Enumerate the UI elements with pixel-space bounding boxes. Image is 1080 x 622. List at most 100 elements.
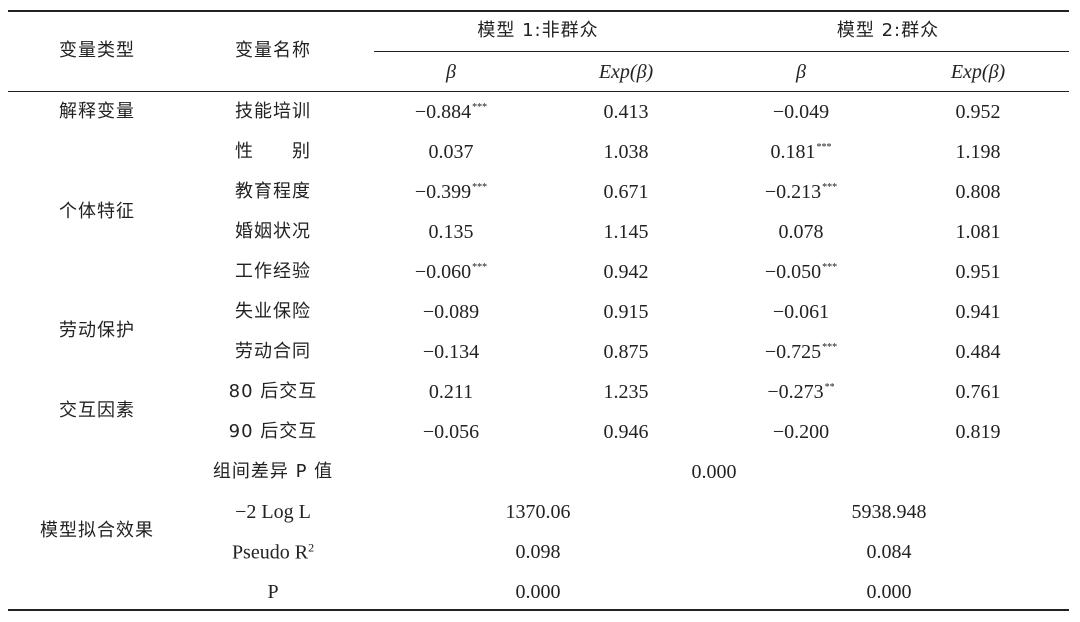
significance-marker: *** — [472, 182, 488, 193]
header-exp-beta-2: Exp(β) — [950, 61, 1006, 83]
row-beta-model-1: −0.134 — [423, 342, 479, 362]
significance-marker: *** — [472, 102, 488, 113]
row-beta-model-1: 0.211 — [429, 382, 473, 402]
row-beta-model-2: −0.200 — [773, 422, 829, 442]
header-variable-type: 变量类型 — [59, 40, 135, 61]
row-exp-beta-model-1: 1.145 — [603, 221, 649, 243]
row-beta-model-1: 0.037 — [429, 142, 474, 162]
row-beta-model-2: −0.050*** — [765, 262, 837, 282]
beta-value: −0.060 — [414, 261, 472, 283]
beta-value: −0.273 — [767, 381, 824, 403]
fit-row-p-model-1: 0.000 — [515, 581, 561, 603]
beta-value: −0.050 — [764, 261, 822, 283]
row-exp-beta-model-2: 0.808 — [955, 181, 1001, 203]
row-exp-beta-model-1: 0.671 — [603, 181, 649, 203]
bottom-rule — [8, 609, 1069, 611]
fit-row-log-likelihood-model-1: 1370.06 — [505, 501, 571, 523]
row-beta-model-1: −0.884*** — [415, 102, 487, 122]
row-exp-beta-model-2: 0.761 — [955, 381, 1001, 403]
row-exp-beta-model-2: 0.952 — [955, 101, 1001, 123]
significance-marker: *** — [822, 342, 838, 353]
row-beta-model-1: 0.135 — [429, 222, 474, 242]
row-exp-beta-model-2: 0.951 — [955, 261, 1001, 283]
header-model-2: 模型 2:群众 — [836, 20, 940, 41]
group-interaction-factors: 交互因素 — [59, 400, 135, 421]
row-exp-beta-model-2: 1.081 — [955, 221, 1001, 243]
group-individual-characteristics: 个体特征 — [59, 201, 135, 222]
row-variable-name: 婚姻状况 — [235, 221, 311, 242]
header-bottom-rule — [8, 91, 1069, 92]
fit-row-pseudo-r2-model-1: 0.098 — [515, 541, 561, 563]
fit-row-pseudo-r2-model-2: 0.084 — [866, 541, 912, 563]
beta-value: −0.399 — [414, 181, 472, 203]
row-exp-beta-model-2: 0.484 — [955, 341, 1001, 363]
beta-value: −0.134 — [422, 341, 480, 363]
row-exp-beta-model-2: 1.198 — [955, 141, 1001, 163]
row-beta-model-1: −0.399*** — [415, 182, 487, 202]
row-variable-name: 80 后交互 — [228, 381, 318, 402]
row-exp-beta-model-1: 0.942 — [603, 261, 649, 283]
fit-row-p-label: P — [267, 581, 279, 603]
significance-marker: *** — [472, 262, 488, 273]
row-exp-beta-model-1: 0.875 — [603, 341, 649, 363]
header-beta-1: β — [446, 61, 456, 83]
row-variable-name: 90 后交互 — [228, 421, 318, 442]
significance-marker: ** — [824, 382, 835, 393]
beta-value: −0.884 — [414, 101, 472, 123]
group-explained-variable: 解释变量 — [59, 101, 135, 122]
fit-row-p-model-2: 0.000 — [866, 581, 912, 603]
beta-value: −0.725 — [764, 341, 822, 363]
fit-row-log-likelihood-label: −2 Log L — [235, 501, 311, 523]
row-variable-name: 工作经验 — [235, 261, 311, 282]
row-beta-model-2: −0.061 — [773, 302, 829, 322]
beta-value: 0.211 — [428, 381, 474, 403]
row-beta-model-2: −0.273** — [767, 382, 834, 402]
beta-value: −0.061 — [772, 301, 830, 323]
row-beta-model-2: −0.049 — [773, 102, 829, 122]
beta-value: 0.078 — [778, 221, 824, 243]
row-beta-model-1: −0.060*** — [415, 262, 487, 282]
group-model-fit: 模型拟合效果 — [40, 520, 154, 541]
row-variable-name: 技能培训 — [235, 101, 311, 122]
row-exp-beta-model-1: 0.413 — [603, 101, 649, 123]
row-beta-model-1: −0.089 — [423, 302, 479, 322]
fit-row-pseudo-r2-label: Pseudo R2 — [232, 542, 314, 563]
group-diff-label: 组间差异 P 值 — [212, 461, 334, 482]
model-header-rule — [374, 51, 1069, 52]
beta-value: 0.181 — [770, 141, 816, 163]
row-variable-name: 性 别 — [235, 141, 311, 162]
header-beta-2: β — [796, 61, 806, 83]
header-model-1: 模型 1:非群众 — [477, 20, 599, 41]
row-variable-name: 失业保险 — [235, 301, 311, 322]
row-variable-name: 教育程度 — [235, 181, 311, 202]
row-exp-beta-model-2: 0.941 — [955, 301, 1001, 323]
beta-value: 0.135 — [428, 221, 474, 243]
beta-value: −0.089 — [422, 301, 480, 323]
row-exp-beta-model-1: 1.235 — [603, 381, 649, 403]
row-beta-model-1: −0.056 — [423, 422, 479, 442]
row-exp-beta-model-2: 0.819 — [955, 421, 1001, 443]
group-labor-protection: 劳动保护 — [59, 320, 135, 341]
pseudo-r-text: Pseudo R — [231, 541, 309, 564]
beta-value: −0.056 — [422, 421, 480, 443]
row-variable-name: 劳动合同 — [235, 341, 311, 362]
top-rule — [8, 10, 1069, 12]
significance-marker: *** — [822, 262, 838, 273]
pseudo-r-superscript: 2 — [308, 540, 315, 555]
significance-marker: *** — [816, 142, 832, 153]
row-exp-beta-model-1: 1.038 — [603, 141, 649, 163]
header-variable-name: 变量名称 — [235, 40, 311, 61]
beta-value: −0.213 — [764, 181, 822, 203]
beta-value: −0.049 — [772, 101, 830, 123]
row-exp-beta-model-1: 0.946 — [603, 421, 649, 443]
row-beta-model-2: −0.213*** — [765, 182, 837, 202]
significance-marker: *** — [822, 182, 838, 193]
row-exp-beta-model-1: 0.915 — [603, 301, 649, 323]
group-diff-value: 0.000 — [691, 461, 737, 483]
header-exp-beta-1: Exp(β) — [598, 61, 654, 83]
row-beta-model-2: 0.078 — [779, 222, 824, 242]
row-beta-model-2: 0.181*** — [771, 142, 832, 162]
row-beta-model-2: −0.725*** — [765, 342, 837, 362]
beta-value: 0.037 — [428, 141, 474, 163]
fit-row-log-likelihood-model-2: 5938.948 — [851, 501, 927, 523]
